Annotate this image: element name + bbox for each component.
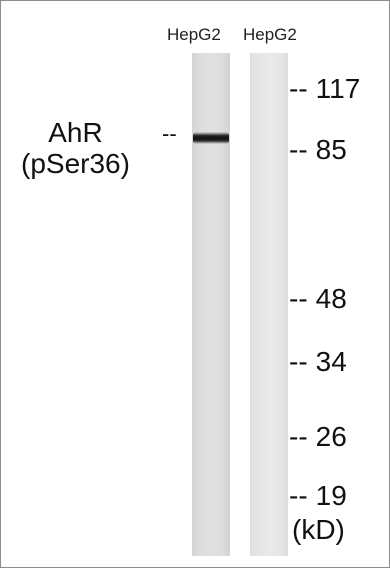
marker-dash: -- (289, 134, 308, 165)
protein-band (193, 132, 229, 144)
unit-label: (kD) (292, 514, 345, 545)
lane-2 (250, 53, 288, 556)
marker-value: 117 (315, 73, 361, 104)
protein-label: AhR (pSer36) (21, 117, 130, 179)
marker-19: -- 19 (289, 480, 347, 512)
marker-dash: -- (289, 346, 308, 377)
marker-dash: -- (289, 480, 308, 511)
marker-26: -- 26 (289, 421, 347, 453)
marker-dash: -- (289, 283, 308, 314)
marker-34: -- 34 (289, 346, 347, 378)
protein-modification: (pSer36) (21, 148, 130, 179)
lane-2-label: HepG2 (243, 25, 297, 44)
marker-value: 48 (315, 283, 347, 314)
marker-value: 34 (315, 346, 347, 377)
lane-1 (192, 53, 230, 556)
marker-dash: -- (289, 421, 308, 452)
marker-value: 85 (315, 134, 347, 165)
marker-value: 19 (315, 480, 347, 511)
marker-dash: -- (289, 73, 308, 104)
band-pointer: -- (162, 121, 177, 146)
lane-1-label: HepG2 (167, 25, 221, 44)
marker-48: -- 48 (289, 283, 347, 315)
protein-name: AhR (48, 117, 103, 148)
marker-117: -- 117 (289, 73, 360, 105)
marker-value: 26 (315, 421, 347, 452)
marker-85: -- 85 (289, 134, 347, 166)
